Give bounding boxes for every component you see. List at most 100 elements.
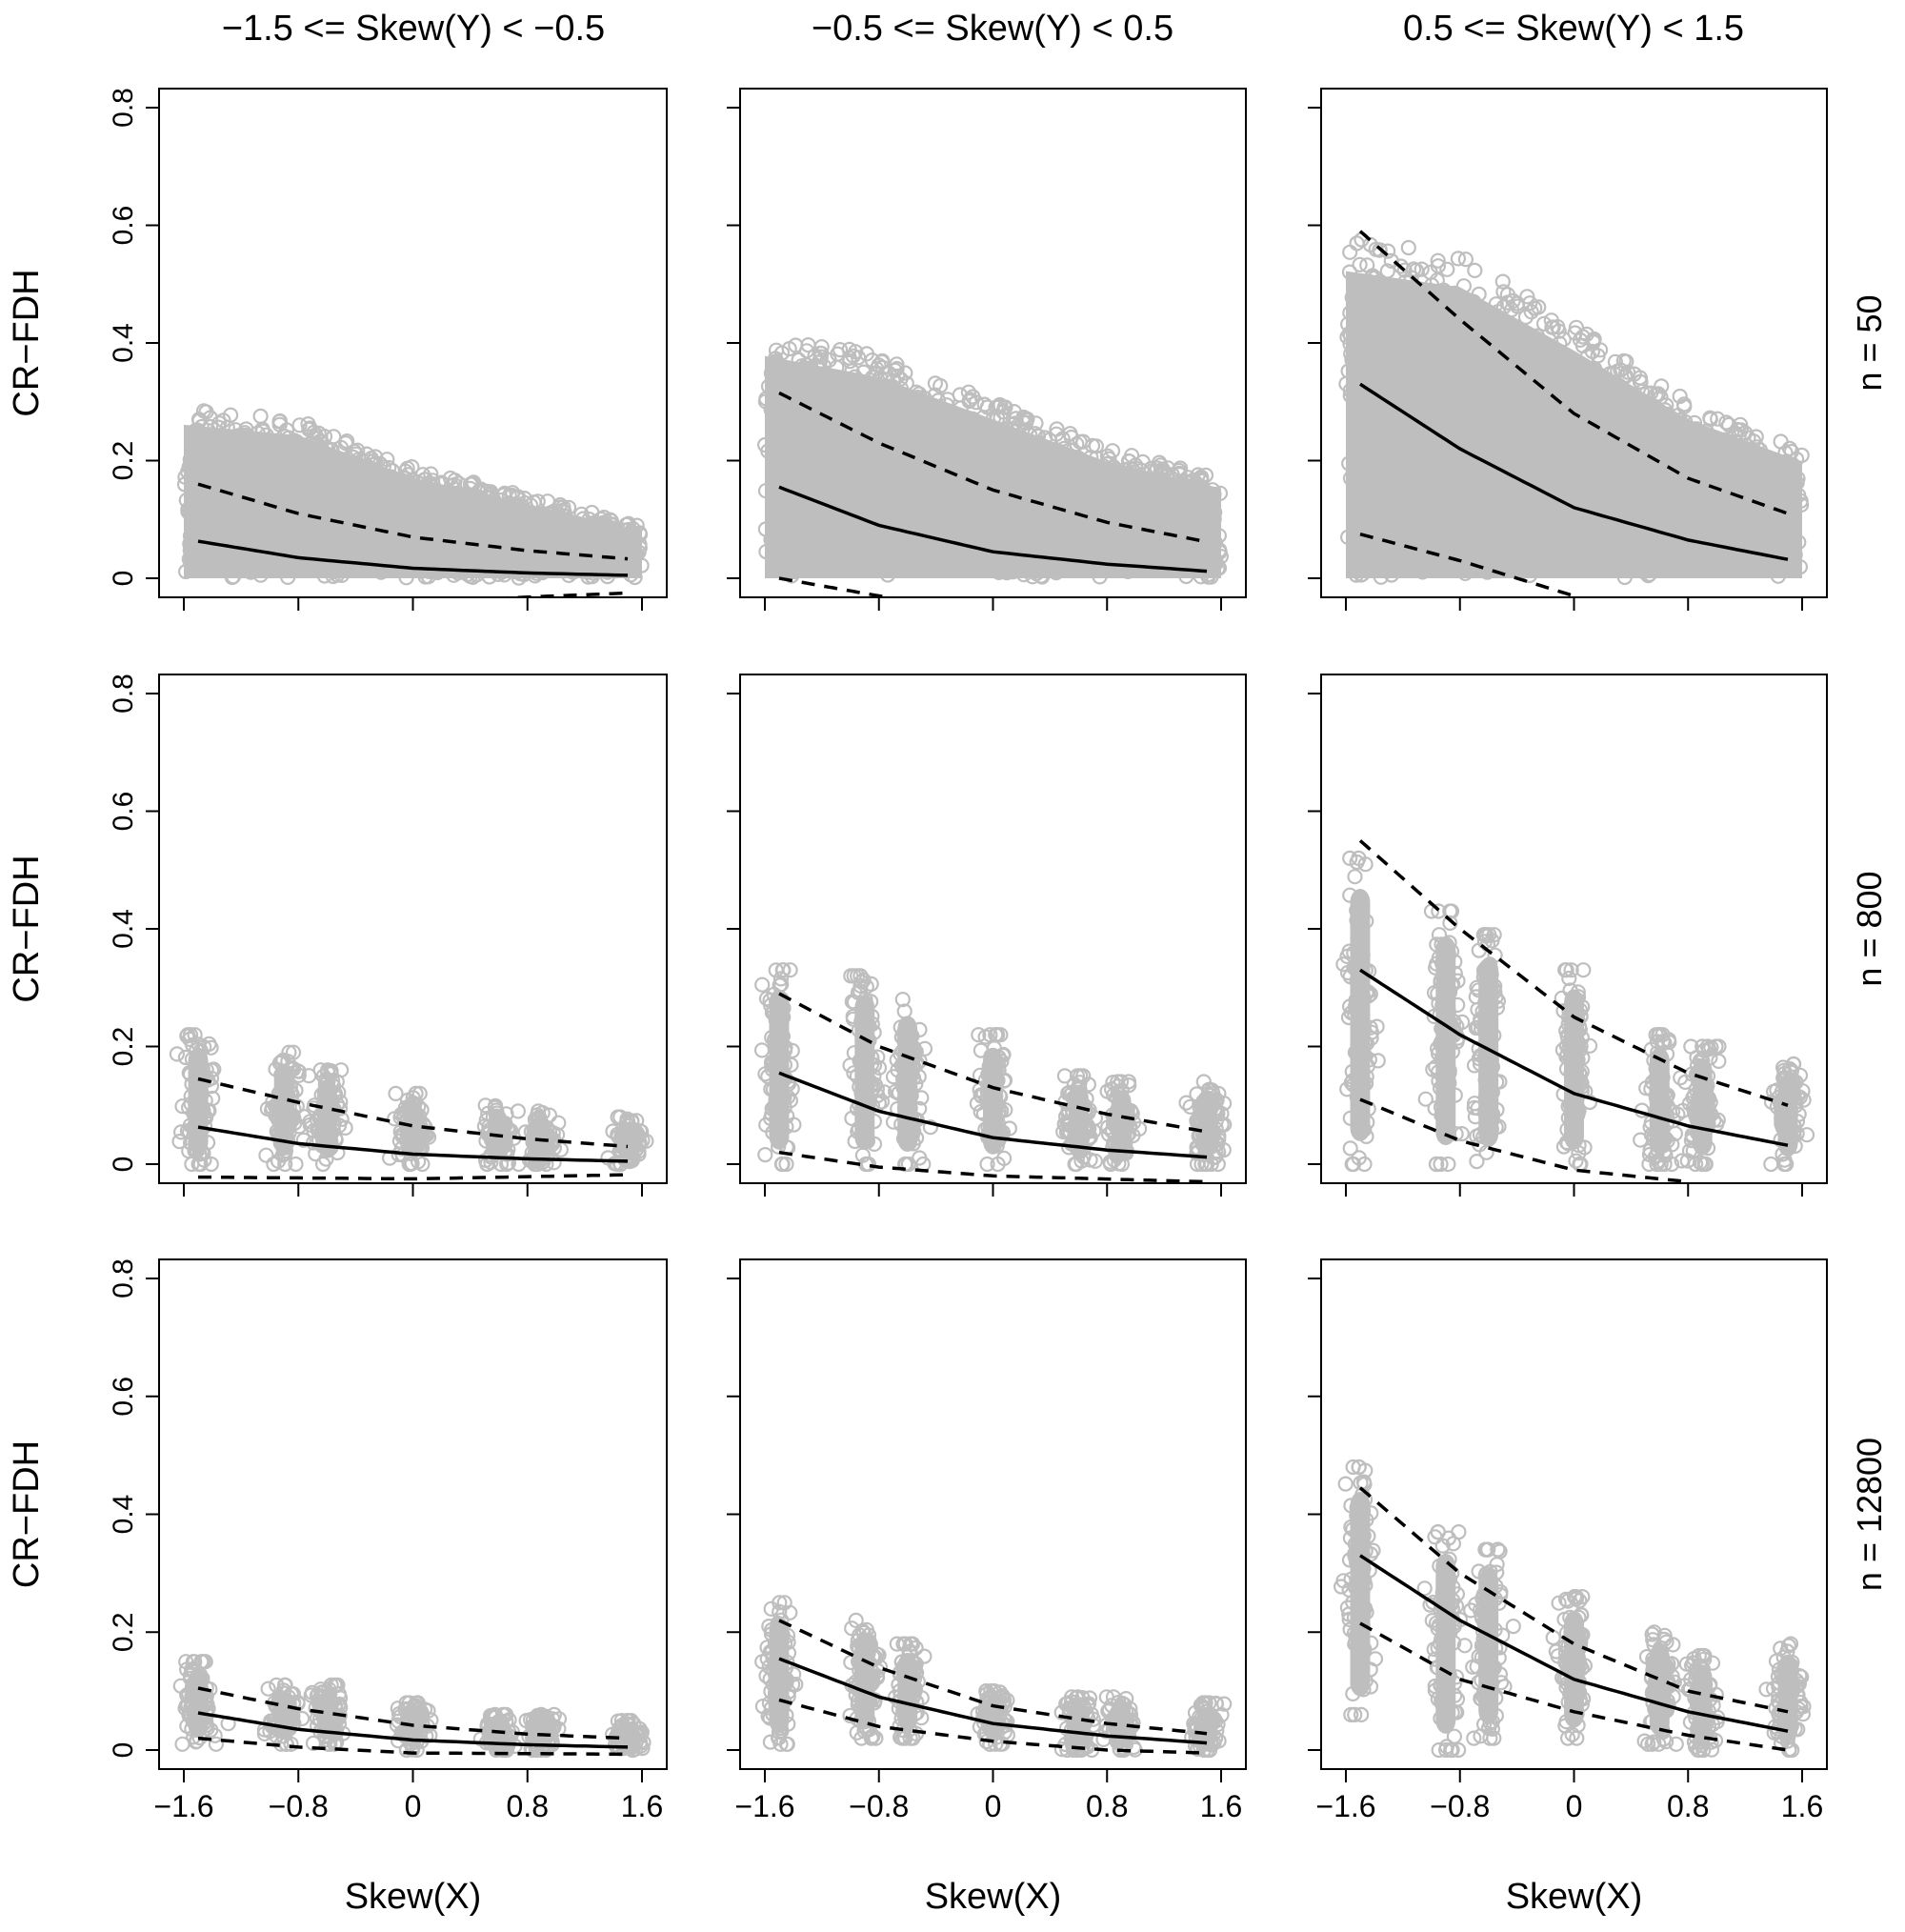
data-point bbox=[1570, 989, 1587, 1005]
data-point bbox=[305, 1735, 322, 1752]
data-point bbox=[771, 1108, 787, 1124]
data-point bbox=[1568, 1153, 1584, 1169]
data-point bbox=[1454, 1125, 1470, 1142]
panel bbox=[727, 88, 1247, 611]
data-point bbox=[771, 1118, 787, 1135]
data-point bbox=[1478, 928, 1494, 944]
data-point bbox=[853, 1013, 870, 1029]
data-point bbox=[1776, 1071, 1794, 1087]
data-point bbox=[1082, 1152, 1098, 1168]
data-point bbox=[283, 1110, 299, 1126]
data-point bbox=[1698, 1093, 1714, 1109]
data-point bbox=[1075, 1068, 1092, 1084]
data-point bbox=[177, 1049, 193, 1066]
scatter-points bbox=[176, 403, 650, 586]
data-point bbox=[858, 1033, 875, 1049]
data-point bbox=[960, 384, 977, 400]
data-point bbox=[1561, 970, 1577, 987]
data-point bbox=[1110, 1084, 1126, 1101]
data-point bbox=[1468, 989, 1484, 1005]
data-point bbox=[1729, 421, 1746, 438]
data-point bbox=[184, 1694, 200, 1710]
data-point bbox=[908, 1130, 925, 1146]
data-point bbox=[1696, 1156, 1713, 1173]
data-point bbox=[775, 1009, 792, 1025]
upper-band-line bbox=[778, 992, 1208, 1134]
data-point bbox=[1015, 409, 1032, 426]
y-tick-label: 0 bbox=[108, 571, 139, 587]
data-point bbox=[890, 1062, 906, 1078]
data-point bbox=[271, 1690, 288, 1706]
data-point bbox=[531, 1109, 548, 1125]
y-tick-label: 0.4 bbox=[108, 323, 139, 363]
data-point bbox=[1440, 1156, 1456, 1173]
data-point bbox=[1654, 378, 1670, 394]
data-point bbox=[1069, 1124, 1085, 1140]
data-point bbox=[1489, 1074, 1505, 1090]
data-point bbox=[982, 1027, 998, 1043]
data-point bbox=[1484, 1106, 1501, 1122]
data-point bbox=[268, 1698, 284, 1715]
data-point bbox=[404, 459, 420, 475]
data-point bbox=[192, 1087, 210, 1103]
data-point bbox=[323, 1065, 339, 1081]
data-point bbox=[319, 1721, 335, 1737]
data-point bbox=[1342, 850, 1358, 867]
data-point bbox=[846, 1065, 862, 1081]
data-point bbox=[1208, 1113, 1224, 1129]
data-point bbox=[179, 1028, 195, 1044]
data-point bbox=[1663, 1156, 1680, 1173]
data-point bbox=[1551, 323, 1567, 339]
scatter-points bbox=[753, 962, 1233, 1173]
data-point bbox=[982, 1093, 999, 1109]
data-point bbox=[1479, 1053, 1495, 1069]
data-point bbox=[851, 1022, 867, 1038]
data-point bbox=[321, 1089, 337, 1106]
data-point bbox=[1396, 262, 1413, 278]
data-point bbox=[283, 1736, 299, 1752]
data-point bbox=[337, 435, 354, 452]
y-tick-label: 0.6 bbox=[108, 792, 139, 832]
data-point bbox=[1656, 1156, 1673, 1173]
data-point bbox=[1786, 1087, 1802, 1103]
lower-band-line bbox=[778, 1150, 1208, 1183]
data-point bbox=[1192, 1100, 1208, 1117]
data-point bbox=[1355, 1022, 1372, 1038]
data-point bbox=[1208, 1101, 1225, 1117]
data-point bbox=[1469, 1153, 1485, 1170]
panel: 00.20.40.60.8CR−FDH bbox=[7, 88, 668, 611]
data-point bbox=[264, 1102, 280, 1118]
data-point bbox=[271, 416, 288, 433]
data-point bbox=[1434, 1051, 1450, 1068]
data-point bbox=[900, 1038, 917, 1056]
data-point bbox=[1559, 1121, 1575, 1137]
y-tick-label: 0.2 bbox=[108, 441, 139, 481]
lower-band-line bbox=[778, 576, 899, 597]
data-point bbox=[1356, 1121, 1373, 1137]
data-point bbox=[1431, 927, 1448, 943]
y-axis-label: CR−FDH bbox=[7, 269, 47, 416]
data-point bbox=[774, 962, 791, 978]
data-point bbox=[1674, 1153, 1690, 1169]
data-point bbox=[1417, 1091, 1434, 1107]
data-point bbox=[1696, 1112, 1714, 1129]
scatter-points bbox=[172, 1654, 652, 1759]
fit-line bbox=[1359, 968, 1789, 1147]
panel: n = 50 bbox=[1308, 88, 1889, 611]
data-point bbox=[782, 962, 798, 978]
data-point bbox=[1555, 1138, 1573, 1155]
data-point bbox=[388, 1085, 404, 1102]
data-point bbox=[1352, 256, 1368, 272]
data-point bbox=[1430, 252, 1446, 269]
scatter-points bbox=[1335, 850, 1815, 1173]
data-point bbox=[889, 1052, 905, 1068]
data-point bbox=[849, 968, 866, 984]
column-header: −0.5 <= Skew(Y) < 0.5 bbox=[812, 9, 1173, 49]
data-point bbox=[1447, 1087, 1463, 1103]
data-point bbox=[901, 1060, 917, 1077]
upper-band-line bbox=[1358, 230, 1789, 515]
data-point bbox=[1450, 251, 1467, 267]
data-point bbox=[961, 393, 977, 410]
data-point bbox=[1494, 273, 1511, 290]
